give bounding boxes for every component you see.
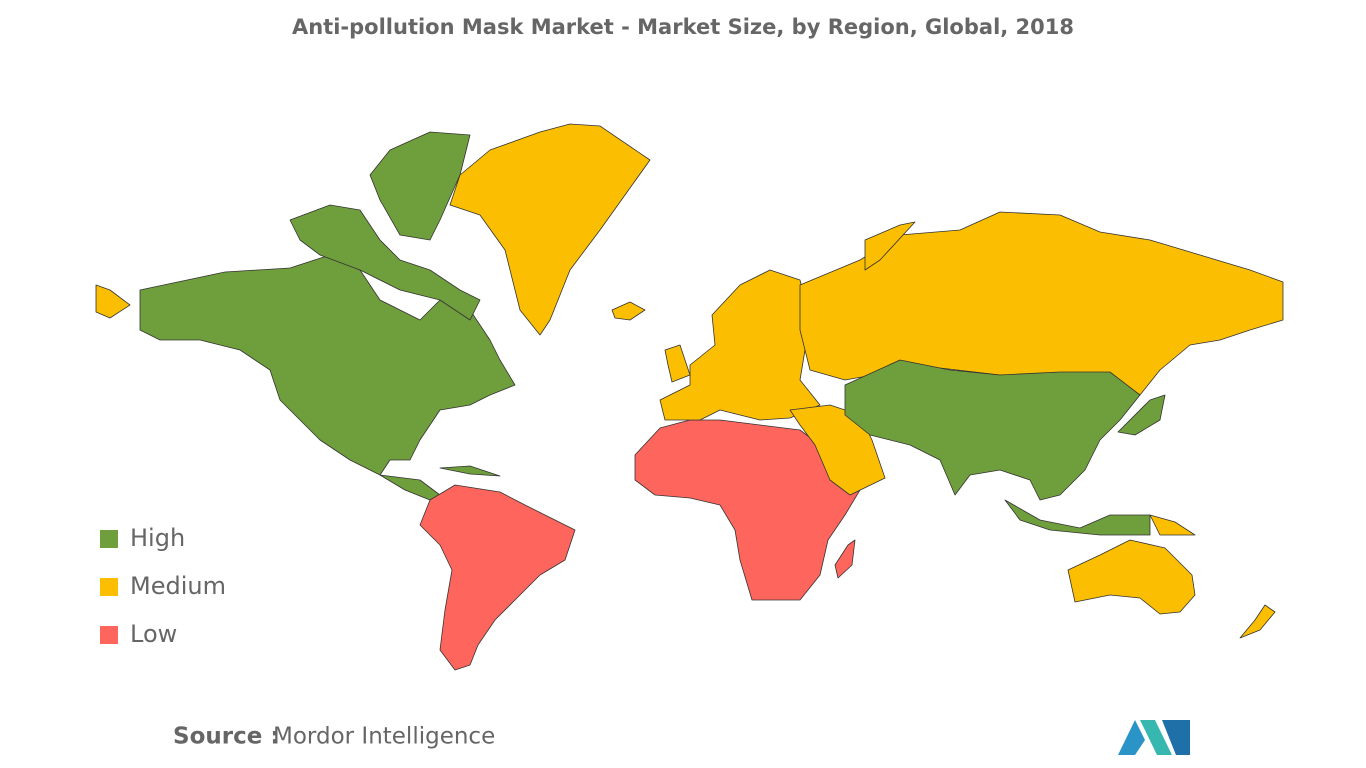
logo-shape	[1140, 720, 1172, 755]
new-zealand	[1239, 604, 1276, 639]
africa	[634, 419, 861, 601]
madagascar	[834, 539, 856, 579]
indonesia	[1004, 499, 1151, 536]
south-america	[419, 484, 576, 671]
iceland	[611, 301, 646, 321]
legend-swatch	[100, 530, 118, 548]
australia	[1067, 539, 1196, 615]
legend-swatch	[100, 626, 118, 644]
legend-label: Low	[130, 620, 177, 648]
greenland	[449, 123, 651, 336]
legend-swatch	[100, 578, 118, 596]
logo-shape	[1118, 720, 1145, 755]
legend-label: High	[130, 524, 185, 552]
asia	[844, 359, 1141, 501]
north-america	[139, 254, 516, 501]
japan	[1117, 394, 1166, 436]
source-text: Mordor Intelligence	[273, 724, 495, 750]
uk	[664, 344, 691, 383]
source-label: Source :	[173, 724, 280, 750]
caribbean	[439, 465, 501, 477]
title: Anti-pollution Mask Market - Market Size…	[292, 15, 1074, 39]
legend-label: Medium	[130, 572, 226, 600]
logo	[1118, 720, 1190, 755]
arctic-islands	[369, 131, 471, 241]
arctic-islands	[289, 204, 481, 321]
papua	[1149, 514, 1196, 536]
alaska-edge	[95, 284, 131, 319]
legend: High Medium Low	[100, 524, 226, 648]
logo-shape	[1162, 720, 1190, 755]
novaya-zemlya	[864, 221, 916, 271]
world-map	[95, 123, 1284, 671]
europe	[659, 269, 821, 421]
